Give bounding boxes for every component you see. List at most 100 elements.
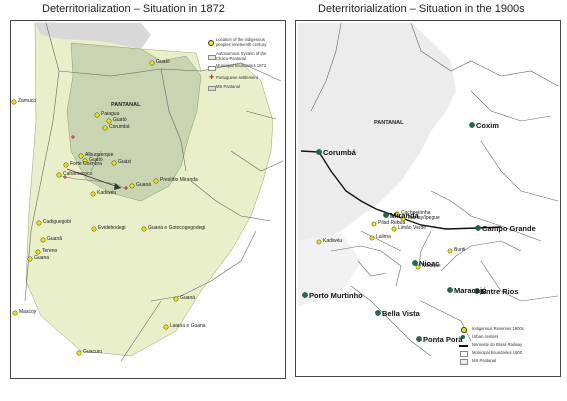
indigenous-marker <box>111 160 117 166</box>
reserve-marker <box>316 239 322 245</box>
urban-center-marker <box>469 122 475 128</box>
city-label: Miranda <box>390 211 419 220</box>
urban-center-marker <box>383 212 389 218</box>
right-map-panel: PANTANAL Indigenous Reserves 1900s Urban… <box>295 20 561 377</box>
urban-center-marker <box>474 288 480 294</box>
reserve-label: Limão Verde <box>398 225 427 231</box>
legend-indigenous: Location of the indigenous peoples ninet… <box>216 37 267 47</box>
place-label: Zamuco <box>18 98 37 104</box>
railway-line <box>300 150 502 230</box>
city-label: Bella Vista <box>382 309 420 318</box>
arrow-head <box>114 183 121 190</box>
indigenous-marker <box>94 112 100 118</box>
indigenous-marker <box>90 191 96 197</box>
city-label: Entre Rios <box>481 287 519 296</box>
indigenous-marker <box>106 118 112 124</box>
legend-urban: Urban centers <box>472 334 499 339</box>
place-label: Guaná <box>180 295 196 301</box>
indigenous-marker <box>35 249 41 255</box>
legend-ms-pantanal: MS Pantanal <box>216 84 240 89</box>
urban-center-marker <box>302 292 308 298</box>
place-label: Laiana e Guana <box>170 323 206 329</box>
place-label: Guató <box>113 117 127 123</box>
city-label: Coxim <box>476 121 499 130</box>
reserve-marker <box>415 264 421 270</box>
place-label: Cahamacoco <box>63 171 93 177</box>
legend-autonomous: Autonomous System of the Chaco-Pantanal <box>216 51 267 61</box>
city-reserve-markers <box>302 122 481 342</box>
reserve-marker <box>391 226 397 232</box>
indigenous-marker <box>63 162 69 168</box>
indigenous-marker <box>102 125 108 131</box>
indigenous-marker <box>82 158 88 164</box>
place-label: Paiagua <box>101 111 120 117</box>
reserve-label: Pilad Rebuá <box>378 220 406 226</box>
reserve-label: Lalima <box>376 234 391 240</box>
reserve-marker <box>369 235 375 241</box>
city-label: Ponta Porã <box>423 335 463 344</box>
urban-center-marker <box>475 225 481 231</box>
city-label: Maracajú <box>454 286 487 295</box>
rivers <box>60 150 127 190</box>
reserve-marker <box>400 216 406 222</box>
urban-center-marker <box>375 310 381 316</box>
indigenous-markers <box>11 60 179 356</box>
urban-center-marker <box>316 149 322 155</box>
legend-portuguese: Portuguese settlement <box>216 75 258 80</box>
legend-reserves: Indigenous Reserves 1900s <box>472 326 524 331</box>
urban-center-marker <box>416 336 422 342</box>
place-label: Guanã <box>47 236 63 242</box>
left-map-canvas <box>11 22 284 362</box>
place-label: Tereno <box>42 248 58 254</box>
municipal-boundaries <box>24 22 284 362</box>
left-region-label: PANTANAL <box>111 102 141 108</box>
city-label: Porto Murtinho <box>309 291 363 300</box>
city-label: Corumbá <box>323 148 356 157</box>
indigenous-marker <box>78 153 84 159</box>
indigenous-marker <box>12 310 18 316</box>
indigenous-marker <box>36 220 42 226</box>
indigenous-marker <box>141 226 147 232</box>
indigenous-marker <box>27 256 33 262</box>
indigenous-marker <box>149 60 155 66</box>
place-label: Presídio Miranda <box>160 177 198 183</box>
rivers <box>360 230 432 267</box>
city-label: Nioac <box>419 259 440 268</box>
place-label: Mascoy <box>19 309 37 315</box>
place-label: Guacuru <box>83 349 103 355</box>
city-label: Campo Grande <box>482 224 536 233</box>
legend-railway: Noroeste do Brasil Railway <box>472 342 523 347</box>
indigenous-marker <box>11 99 17 105</box>
reserve-marker <box>447 248 453 254</box>
pantanal-area <box>66 42 202 202</box>
reserve-label: Kadiwéu <box>323 238 343 244</box>
indigenous-marker <box>153 178 159 184</box>
reserve-marker <box>394 211 400 217</box>
legend-ms-pantanal: MS Pantanal <box>472 358 496 363</box>
reserve-label: Buriti <box>454 247 466 253</box>
place-label: Cadiguegobi <box>43 219 72 225</box>
place-label: Guató <box>89 157 103 163</box>
ms-pantanal-gray-area <box>35 23 151 49</box>
place-label: Guató <box>156 59 170 65</box>
indigenous-marker <box>76 350 82 356</box>
place-label: Corumbá <box>109 124 130 130</box>
reserve-label: Nioaque <box>422 263 441 269</box>
urban-center-marker <box>412 260 418 266</box>
right-map-title: Deterritorialization – Situation in the … <box>318 3 525 15</box>
place-label: Forte Coimbra <box>70 161 102 167</box>
place-label: Guáxi <box>118 159 132 165</box>
indigenous-marker <box>56 172 62 178</box>
indigenous-marker <box>91 226 97 232</box>
municipal-boundaries <box>310 22 559 357</box>
indigenous-marker <box>40 237 46 243</box>
left-map-panel: PANTANAL Location of the indigenous peop… <box>10 20 286 379</box>
ms-pantanal-area-south <box>298 233 361 306</box>
indigenous-marker <box>129 183 135 189</box>
place-label: Guana <box>34 255 50 261</box>
place-label: Kadiwéu <box>97 190 117 196</box>
legend-boundaries: Municipal boundaries 1900 <box>472 350 523 355</box>
ms-pantanal-area <box>298 23 456 241</box>
place-label: Guaná e Gotocogegodegi <box>148 225 206 231</box>
place-label: Albuquerque <box>85 152 114 158</box>
